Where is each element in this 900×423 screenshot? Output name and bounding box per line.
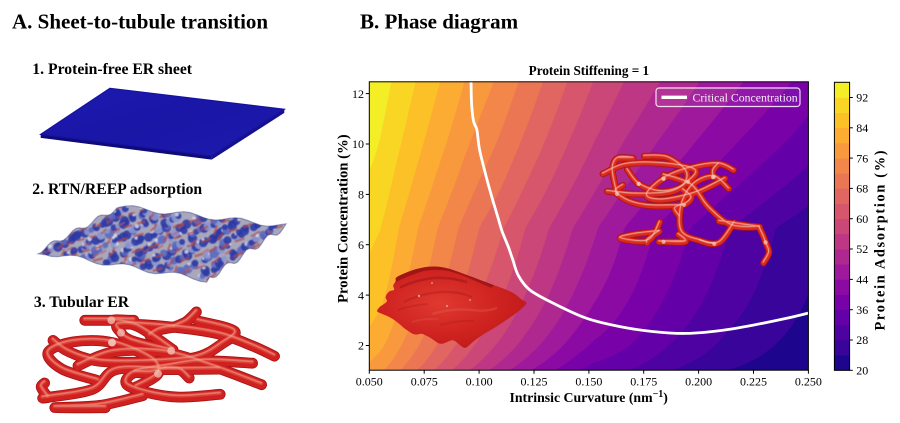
svg-text:0.250: 0.250 — [795, 375, 822, 389]
svg-text:68: 68 — [856, 182, 868, 196]
svg-text:Protein Concentration (%): Protein Concentration (%) — [336, 134, 352, 303]
svg-text:B. Phase diagram: B. Phase diagram — [360, 10, 519, 34]
svg-text:8: 8 — [358, 188, 364, 202]
svg-text:36: 36 — [856, 303, 868, 317]
svg-text:0.100: 0.100 — [466, 375, 493, 389]
svg-text:0.050: 0.050 — [356, 375, 383, 389]
svg-text:12: 12 — [352, 87, 364, 101]
svg-text:44: 44 — [856, 273, 868, 287]
svg-text:28: 28 — [856, 333, 868, 347]
svg-text:Intrinsic Curvature (nm−1): Intrinsic Curvature (nm−1) — [510, 389, 668, 406]
svg-text:Critical Concentration: Critical Concentration — [693, 90, 798, 104]
svg-text:0.075: 0.075 — [411, 375, 438, 389]
svg-text:92: 92 — [856, 91, 868, 105]
svg-text:20: 20 — [856, 364, 868, 378]
svg-text:76: 76 — [856, 151, 868, 165]
svg-text:0.225: 0.225 — [740, 375, 767, 389]
svg-text:Protein Adsorption (%): Protein Adsorption (%) — [873, 149, 889, 331]
svg-text:0.150: 0.150 — [575, 375, 602, 389]
svg-text:2. RTN/REEP adsorption: 2. RTN/REEP adsorption — [32, 181, 202, 198]
svg-text:Protein Stiffening = 1: Protein Stiffening = 1 — [529, 63, 649, 78]
svg-text:84: 84 — [856, 121, 868, 135]
svg-text:52: 52 — [856, 242, 868, 256]
svg-text:0.200: 0.200 — [685, 375, 712, 389]
svg-text:60: 60 — [856, 212, 868, 226]
svg-text:6: 6 — [358, 238, 364, 252]
svg-text:2: 2 — [358, 339, 364, 353]
svg-text:A. Sheet-to-tubule transition: A. Sheet-to-tubule transition — [12, 10, 268, 34]
svg-text:4: 4 — [358, 288, 364, 302]
svg-text:3. Tubular ER: 3. Tubular ER — [34, 294, 130, 311]
svg-text:10: 10 — [352, 137, 364, 151]
svg-text:1. Protein-free ER sheet: 1. Protein-free ER sheet — [32, 61, 193, 78]
svg-text:0.175: 0.175 — [630, 375, 657, 389]
svg-text:0.125: 0.125 — [521, 375, 548, 389]
